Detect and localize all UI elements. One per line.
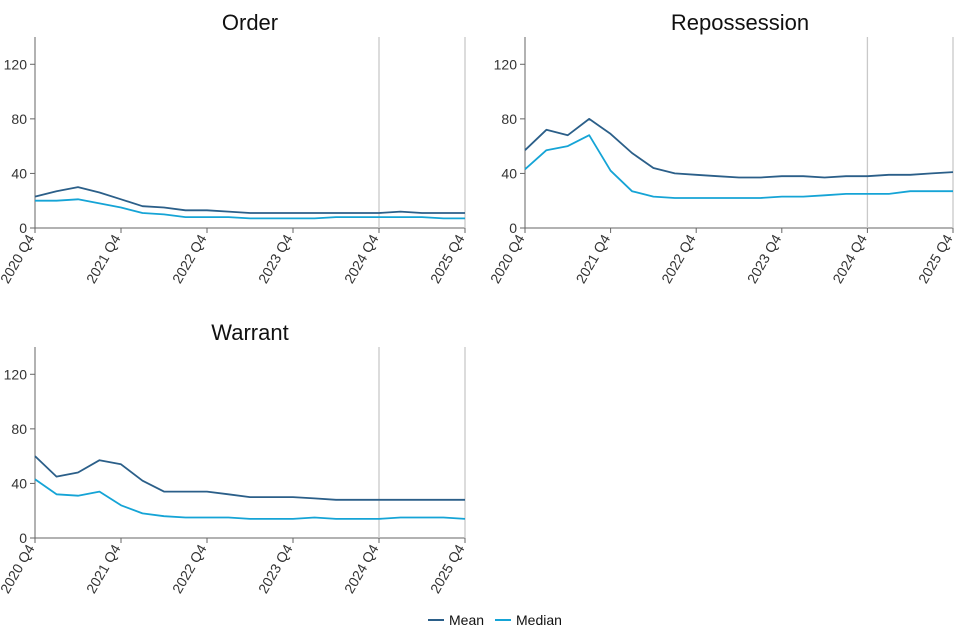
- x-tick-label: 2025 Q4: [427, 231, 468, 286]
- x-tick-label: 2024 Q4: [341, 231, 382, 286]
- x-tick-label: 2024 Q4: [829, 231, 870, 286]
- series-line-mean: [34, 186, 465, 214]
- x-tick-label: 2021 Q4: [572, 231, 613, 286]
- x-tick-label: 2020 Q4: [0, 541, 38, 596]
- y-tick-label: 0: [19, 220, 27, 236]
- legend-label-median: Median: [516, 612, 562, 628]
- legend-label-mean: Mean: [449, 612, 484, 628]
- x-tick-label: 2025 Q4: [427, 541, 468, 596]
- series-line-median: [524, 134, 953, 199]
- chart-panels: Order 0 40 80 120 2020 Q4 2021 Q4 2022 Q4 2023 Q…: [0, 10, 956, 596]
- y-tick-label: 120: [494, 56, 518, 72]
- x-tick-label: 2023 Q4: [744, 231, 785, 286]
- x-tick-label: 2021 Q4: [83, 541, 124, 596]
- y-tick-label: 40: [11, 165, 27, 181]
- x-tick-label: 2023 Q4: [255, 231, 296, 286]
- series-line-median: [35, 198, 465, 220]
- x-tick-label: 2024 Q4: [341, 541, 382, 596]
- series-line-mean: [34, 455, 465, 501]
- y-tick-label: 80: [501, 111, 517, 127]
- panel-title: Warrant: [211, 320, 288, 345]
- x-tick-label: 2022 Q4: [658, 231, 699, 286]
- y-tick-label: 0: [19, 530, 27, 546]
- x-tick-label: 2021 Q4: [83, 231, 124, 286]
- y-tick-label: 80: [11, 421, 27, 437]
- x-tick-label: 2020 Q4: [0, 231, 38, 286]
- panel-order: Order 0 40 80 120 2020 Q4 2021 Q4 2022 Q4 2023 Q…: [0, 10, 468, 286]
- panel-repossession: Repossession 0 40 80 120 2020 Q4 2021 Q4 2022 Q…: [487, 10, 956, 286]
- x-tick-label: 2023 Q4: [255, 541, 296, 596]
- y-tick-label: 120: [4, 56, 28, 72]
- x-tick-label: 2020 Q4: [487, 231, 528, 286]
- series-line-median: [34, 478, 466, 520]
- y-tick-label: 40: [11, 475, 27, 491]
- panel-title: Repossession: [671, 10, 809, 35]
- series-line-mean: [524, 118, 954, 179]
- y-tick-label: 120: [4, 366, 28, 382]
- panel-title: Order: [222, 10, 278, 35]
- x-tick-label: 2022 Q4: [169, 231, 210, 286]
- x-tick-label: 2022 Q4: [169, 541, 210, 596]
- chart-legend: Mean Median: [428, 612, 562, 628]
- y-tick-label: 80: [11, 111, 27, 127]
- x-tick-label: 2025 Q4: [915, 231, 956, 286]
- y-tick-label: 40: [501, 165, 517, 181]
- panel-warrant: Warrant 0 40 80 120 2020 Q4 2021 Q4 2022 Q4 2023…: [0, 320, 468, 596]
- y-tick-label: 0: [509, 220, 517, 236]
